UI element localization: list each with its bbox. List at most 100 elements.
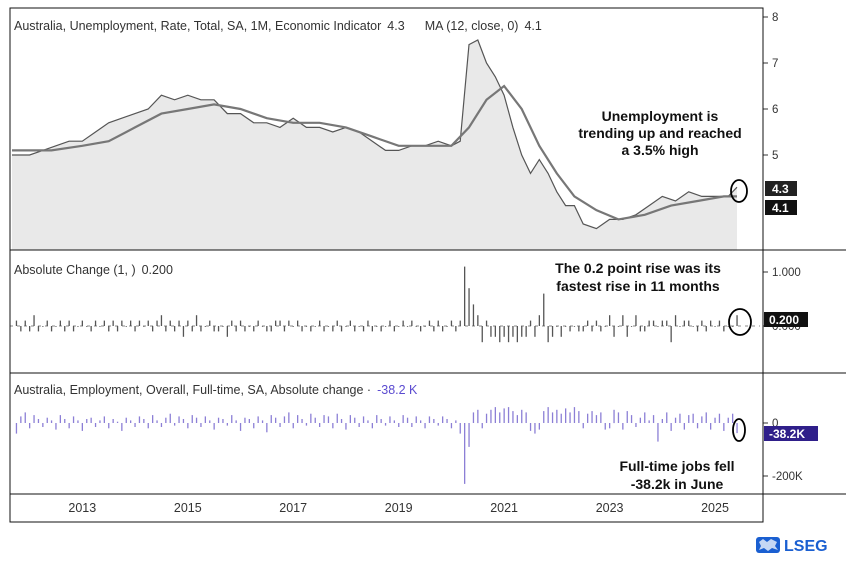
employment-bar	[261, 420, 264, 423]
change-bar	[81, 320, 83, 326]
y-tick-label: 5	[772, 150, 778, 162]
employment-bar	[428, 416, 431, 423]
employment-bar	[490, 409, 492, 424]
employment-bar	[727, 417, 729, 423]
employment-bar	[710, 423, 712, 430]
change-bar	[305, 326, 308, 327]
change-bar	[376, 326, 378, 327]
change-bar	[174, 326, 176, 332]
absolute-change-panel: Absolute Change (1, ) 0.200 The 0.2 point…	[10, 260, 808, 343]
change-bar	[529, 320, 532, 326]
employment-bar	[692, 413, 694, 423]
employment-bar	[644, 412, 646, 423]
employment-bar	[358, 423, 360, 427]
change-bar	[512, 326, 514, 337]
employment-bar	[33, 415, 35, 423]
change-bar	[692, 326, 694, 327]
employment-bar	[292, 423, 294, 429]
change-bar	[639, 326, 641, 332]
employment-bar	[609, 423, 611, 429]
change-bar	[674, 315, 677, 326]
employment-bar	[99, 420, 101, 423]
change-bar	[204, 326, 206, 327]
change-bar	[24, 320, 26, 326]
employment-bar	[200, 423, 202, 427]
employment-bar	[547, 407, 549, 423]
employment-bar	[424, 423, 426, 429]
change-bar	[112, 320, 114, 326]
employment-bar	[81, 423, 83, 431]
employment-bar	[556, 409, 558, 424]
change-bar	[661, 320, 663, 326]
change-bar	[551, 326, 554, 337]
change-bar	[604, 326, 606, 327]
change-bar	[59, 320, 61, 326]
change-bar	[521, 326, 523, 337]
change-bar	[499, 326, 501, 343]
svg-text:trending up and reached: trending up and reached	[578, 125, 741, 141]
employment-bar	[538, 423, 540, 430]
employment-bar	[595, 415, 598, 423]
change-bar	[455, 326, 457, 332]
employment-bar	[485, 413, 488, 423]
employment-bar	[239, 423, 242, 431]
employment-bar	[507, 407, 510, 423]
employment-bar	[494, 407, 496, 423]
employment-bar	[578, 411, 580, 423]
y-tick-label: 7	[772, 58, 778, 70]
employment-bar	[670, 423, 672, 431]
employment-bar	[253, 423, 255, 429]
employment-bar	[433, 419, 435, 423]
employment-bar	[626, 411, 628, 423]
change-bar	[587, 320, 589, 326]
employment-bar	[657, 423, 659, 442]
change-bar	[336, 320, 338, 326]
change-bar	[384, 326, 387, 327]
change-bar	[600, 326, 602, 332]
employment-bar	[301, 419, 303, 423]
change-bar	[178, 320, 180, 326]
svg-text:4.3: 4.3	[772, 182, 789, 196]
employment-bar	[226, 423, 228, 426]
change-bar	[266, 326, 268, 332]
change-bar	[591, 326, 593, 332]
change-bar	[705, 326, 707, 332]
change-bar	[288, 320, 290, 326]
change-bar	[77, 326, 79, 327]
employment-bar	[103, 416, 105, 423]
employment-bar	[384, 423, 387, 426]
employment-bar	[736, 423, 738, 434]
change-bar	[213, 326, 215, 332]
change-bar	[428, 320, 431, 326]
employment-bar	[437, 423, 439, 426]
change-bar	[29, 326, 31, 332]
change-bar	[670, 326, 672, 343]
employment-bar	[477, 409, 479, 424]
change-bar	[358, 326, 360, 327]
change-bar	[411, 320, 413, 326]
employment-bar	[191, 415, 193, 423]
employment-bar	[305, 423, 308, 426]
change-bar	[165, 326, 167, 332]
change-bar	[393, 326, 395, 332]
employment-bar	[402, 415, 404, 423]
employment-bar	[362, 416, 365, 423]
employment-bar	[86, 419, 88, 423]
employment-bar	[244, 417, 246, 423]
employment-bar	[266, 423, 268, 433]
employment-bar	[639, 417, 641, 423]
change-bar	[209, 320, 211, 326]
employment-bar	[345, 423, 347, 430]
employment-bar	[130, 420, 132, 423]
change-bar	[90, 326, 92, 332]
employment-bar	[376, 415, 378, 423]
employment-bar	[674, 417, 677, 423]
change-bar	[494, 326, 496, 337]
change-bar	[55, 326, 57, 327]
employment-bar	[652, 415, 655, 423]
change-bar	[569, 326, 571, 332]
change-bar	[99, 326, 101, 327]
change-bar	[195, 315, 198, 326]
unemployment-panel: Australia, Unemployment, Rate, Total, SA…	[12, 12, 797, 250]
change-bar	[235, 326, 237, 332]
